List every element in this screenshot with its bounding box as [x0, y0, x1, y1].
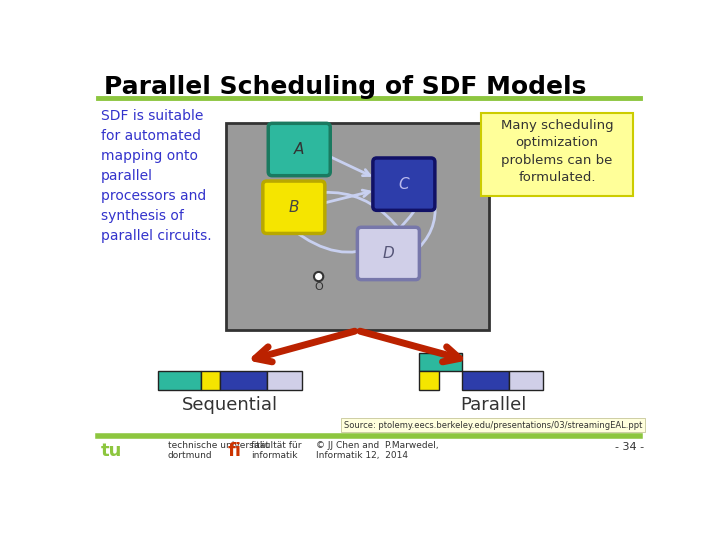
Bar [158, 372, 201, 390]
Text: tu: tu [101, 442, 122, 460]
Bar [462, 372, 508, 390]
Text: C: C [399, 177, 409, 192]
FancyBboxPatch shape [269, 123, 330, 176]
Text: Parallel Scheduling of SDF Models: Parallel Scheduling of SDF Models [104, 75, 586, 99]
Text: SDF is suitable
for automated
mapping onto
parallel
processors and
synthesis of
: SDF is suitable for automated mapping on… [101, 109, 212, 243]
Text: Source: ptolemy.eecs.berkeley.edu/presentations/03/streamingEAL.ppt: Source: ptolemy.eecs.berkeley.edu/presen… [344, 421, 642, 430]
Circle shape [314, 272, 323, 281]
Bar [220, 372, 266, 390]
Bar [419, 372, 438, 390]
FancyBboxPatch shape [373, 158, 435, 211]
Text: Many scheduling
optimization
problems can be
formulated.: Many scheduling optimization problems ca… [500, 119, 613, 184]
Text: B: B [289, 200, 299, 215]
Text: D: D [382, 246, 395, 261]
Bar [266, 372, 302, 390]
Text: - 34 -: - 34 - [615, 442, 644, 452]
Text: A: A [294, 142, 305, 157]
Text: Sequential: Sequential [182, 396, 278, 414]
Bar [225, 123, 489, 330]
FancyBboxPatch shape [263, 181, 325, 233]
FancyBboxPatch shape [357, 227, 419, 280]
Text: fi: fi [227, 442, 241, 460]
Bar [482, 112, 632, 195]
Text: O: O [314, 282, 323, 292]
Text: technische universität
dortmund: technische universität dortmund [168, 441, 269, 460]
Text: Parallel: Parallel [460, 396, 526, 414]
Bar [419, 353, 462, 372]
Text: fakultät für
informatik: fakultät für informatik [251, 441, 302, 460]
Text: © JJ Chen and  P.Marwedel,
Informatik 12,  2014: © JJ Chen and P.Marwedel, Informatik 12,… [316, 441, 439, 460]
Bar [508, 372, 544, 390]
Bar [201, 372, 220, 390]
